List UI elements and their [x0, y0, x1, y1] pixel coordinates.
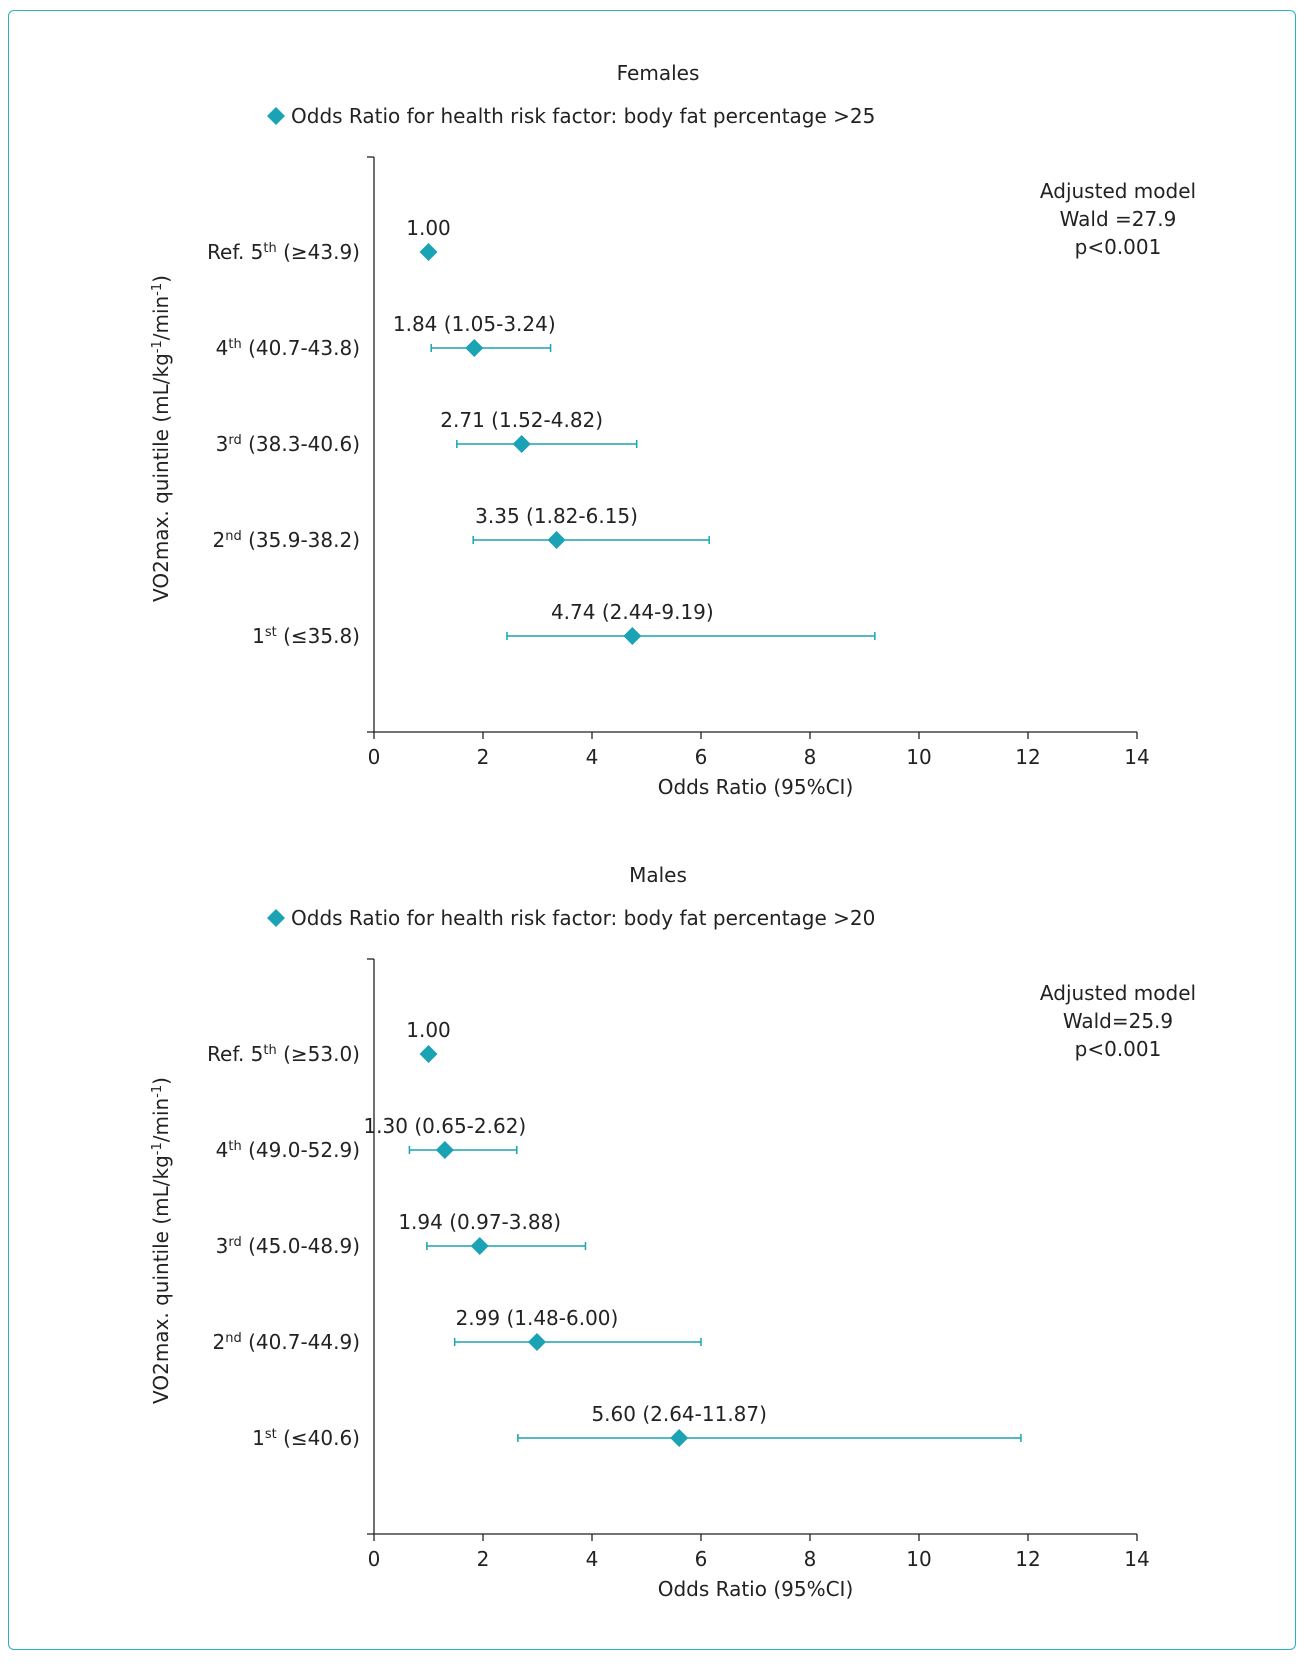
category-label: 2nd (40.7-44.9) [213, 1330, 360, 1354]
x-axis-label: Odds Ratio (95%CI) [658, 775, 854, 799]
odds-ratio-point [470, 1237, 489, 1255]
category-label: 2nd (35.9-38.2) [213, 528, 360, 552]
odds-ratio-point [623, 627, 642, 645]
females-forest-plot: Females Odds Ratio for health risk factor… [149, 61, 1196, 799]
x-axis-label: Odds Ratio (95%CI) [658, 1577, 854, 1601]
legend-label: Odds Ratio for health risk factor: body … [291, 906, 875, 930]
data-label: 1.84 (1.05-3.24) [393, 312, 556, 336]
x-tick-label: 0 [368, 745, 381, 769]
x-tick-label: 8 [804, 1547, 817, 1571]
data-label: 2.99 (1.48-6.00) [456, 1306, 619, 1330]
category-label: 1st (≤35.8) [252, 624, 360, 648]
legend-diamond-icon [267, 909, 285, 927]
data-label: 1.00 [406, 1018, 451, 1042]
category-label: 4th (40.7-43.8) [216, 336, 360, 360]
category-label: Ref. 5th (≥43.9) [207, 240, 360, 264]
x-tick-label: 2 [477, 1547, 490, 1571]
category-label: 3rd (38.3-40.6) [216, 432, 360, 456]
model-annotation: Adjusted model [1040, 981, 1196, 1005]
x-tick-label: 10 [906, 1547, 931, 1571]
x-tick-label: 0 [368, 1547, 381, 1571]
odds-ratio-point [670, 1429, 689, 1447]
data-label: 3.35 (1.82-6.15) [475, 504, 638, 528]
odds-ratio-point [419, 243, 438, 261]
legend-label: Odds Ratio for health risk factor: body … [291, 104, 875, 128]
data-label: 5.60 (2.64-11.87) [591, 1402, 767, 1426]
males-forest-plot: Males Odds Ratio for health risk factor: … [149, 863, 1196, 1601]
data-label: 4.74 (2.44-9.19) [551, 600, 714, 624]
x-tick-label: 12 [1015, 1547, 1040, 1571]
x-tick-label: 4 [586, 1547, 599, 1571]
model-annotation: Adjusted model [1040, 179, 1196, 203]
category-label: 3rd (45.0-48.9) [216, 1234, 360, 1258]
x-tick-label: 14 [1124, 1547, 1149, 1571]
data-label: 2.71 (1.52-4.82) [440, 408, 603, 432]
model-annotation: Wald =27.9 [1060, 207, 1177, 231]
category-label: Ref. 5th (≥53.0) [207, 1042, 360, 1066]
x-tick-label: 12 [1015, 745, 1040, 769]
odds-ratio-point [527, 1333, 546, 1351]
x-tick-label: 14 [1124, 745, 1149, 769]
x-tick-label: 2 [477, 745, 490, 769]
data-label: 1.94 (0.97-3.88) [398, 1210, 561, 1234]
odds-ratio-point [465, 339, 484, 357]
chart-title: Females [617, 61, 700, 85]
y-axis-label: VO2max. quintile (mL/kg-1/min-1) [149, 275, 173, 602]
x-tick-label: 10 [906, 745, 931, 769]
x-tick-label: 4 [586, 745, 599, 769]
odds-ratio-point [419, 1045, 438, 1063]
category-label: 4th (49.0-52.9) [216, 1138, 360, 1162]
odds-ratio-point [512, 435, 531, 453]
odds-ratio-point [435, 1141, 454, 1159]
legend-diamond-icon [267, 107, 285, 125]
data-label: 1.00 [406, 216, 451, 240]
data-label: 1.30 (0.65-2.62) [363, 1114, 526, 1138]
y-axis-label: VO2max. quintile (mL/kg-1/min-1) [149, 1077, 173, 1404]
category-label: 1st (≤40.6) [252, 1426, 360, 1450]
x-tick-label: 8 [804, 745, 817, 769]
x-tick-label: 6 [695, 745, 708, 769]
model-annotation: p<0.001 [1075, 1037, 1162, 1061]
figure-frame [8, 10, 1296, 1650]
odds-ratio-point [547, 531, 566, 549]
chart-title: Males [629, 863, 687, 887]
x-tick-label: 6 [695, 1547, 708, 1571]
model-annotation: Wald=25.9 [1063, 1009, 1173, 1033]
model-annotation: p<0.001 [1075, 235, 1162, 259]
